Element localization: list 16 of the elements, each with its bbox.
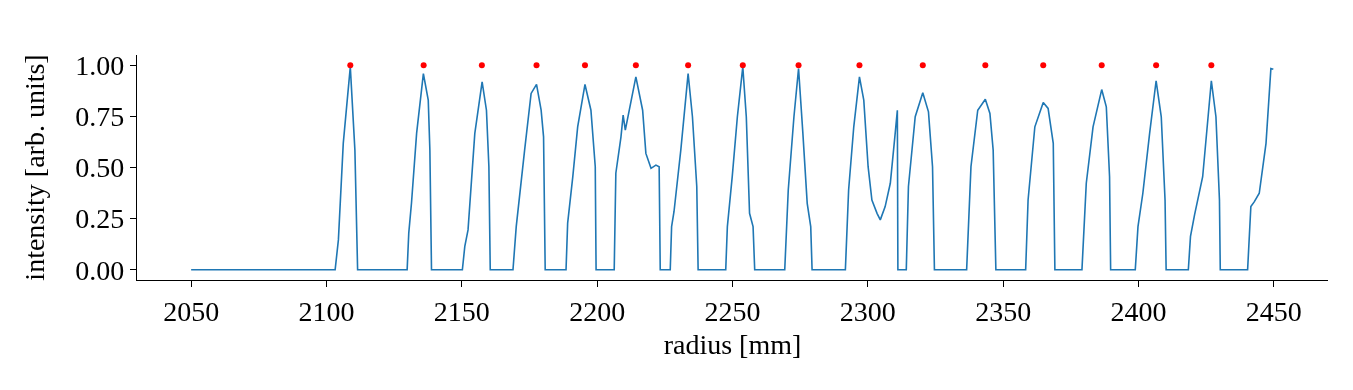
y-tick-label: 1.00 [75, 50, 125, 82]
x-tick-label: 2150 [433, 295, 490, 327]
x-tick-label: 2300 [839, 295, 896, 327]
x-tick-label: 2400 [1110, 295, 1167, 327]
y-tick-label: 0.75 [75, 101, 125, 133]
x-axis-title: radius [mm] [663, 328, 802, 360]
x-tick-label: 2450 [1245, 295, 1302, 327]
x-tick-label: 2050 [163, 295, 220, 327]
x-tick-label: 2200 [569, 295, 626, 327]
y-tick-label: 0.25 [75, 203, 125, 235]
x-tick-label: 2100 [298, 295, 355, 327]
y-tick-label: 0.00 [75, 254, 125, 286]
x-tick-label: 2350 [975, 295, 1032, 327]
y-tick-label: 0.50 [75, 152, 125, 184]
x-tick-label: 2250 [704, 295, 761, 327]
y-axis-title: intensity [arb. units] [19, 54, 50, 281]
